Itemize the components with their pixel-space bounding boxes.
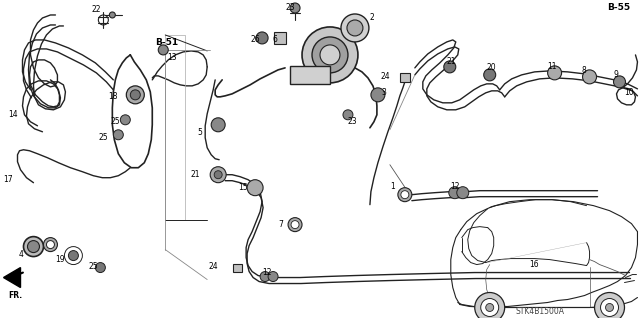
Text: 18: 18	[108, 92, 118, 101]
Circle shape	[481, 299, 499, 316]
Text: STK4B1500A: STK4B1500A	[516, 308, 564, 316]
Circle shape	[484, 69, 496, 81]
Circle shape	[444, 61, 456, 73]
Circle shape	[486, 303, 493, 311]
Text: 9: 9	[614, 70, 618, 79]
Circle shape	[347, 20, 363, 36]
Circle shape	[401, 191, 409, 199]
Text: 25: 25	[88, 262, 98, 271]
Circle shape	[457, 187, 468, 199]
Circle shape	[600, 299, 618, 316]
Bar	[400, 73, 410, 82]
Text: 20: 20	[487, 63, 497, 72]
Circle shape	[120, 115, 131, 125]
Text: 8: 8	[582, 66, 586, 75]
Text: 10: 10	[625, 88, 634, 97]
Polygon shape	[4, 268, 20, 287]
Text: 19: 19	[56, 255, 65, 263]
Circle shape	[290, 3, 300, 13]
Circle shape	[371, 88, 385, 102]
Circle shape	[44, 238, 58, 252]
Text: 24: 24	[380, 72, 390, 81]
Text: 3: 3	[382, 88, 387, 97]
Circle shape	[256, 32, 268, 44]
Circle shape	[614, 76, 625, 88]
Circle shape	[113, 130, 124, 140]
Circle shape	[158, 45, 168, 55]
Text: 1: 1	[390, 182, 395, 191]
Bar	[290, 66, 330, 84]
Text: 21: 21	[191, 170, 200, 179]
Circle shape	[109, 12, 115, 18]
Text: 21: 21	[447, 57, 456, 66]
Text: B-55: B-55	[607, 3, 630, 12]
Circle shape	[548, 66, 561, 80]
Circle shape	[398, 188, 412, 202]
Circle shape	[260, 271, 270, 282]
Text: 22: 22	[92, 5, 101, 14]
Circle shape	[302, 27, 358, 83]
Text: 23: 23	[348, 117, 358, 126]
Text: 26: 26	[250, 35, 260, 44]
Circle shape	[214, 171, 222, 179]
Text: 17: 17	[4, 175, 13, 184]
Circle shape	[68, 251, 79, 261]
Circle shape	[247, 180, 263, 196]
Text: 14: 14	[8, 110, 18, 119]
Text: 13: 13	[167, 53, 177, 62]
Circle shape	[605, 303, 614, 311]
Text: 7: 7	[278, 220, 283, 229]
Circle shape	[95, 263, 106, 272]
Circle shape	[47, 241, 54, 249]
Text: 25: 25	[99, 133, 108, 142]
Circle shape	[28, 241, 40, 253]
Circle shape	[582, 70, 596, 84]
Text: 12: 12	[262, 268, 271, 277]
Circle shape	[312, 37, 348, 73]
Circle shape	[288, 218, 302, 232]
Text: 12: 12	[450, 182, 460, 191]
Circle shape	[131, 90, 140, 100]
Text: 5: 5	[197, 128, 202, 137]
Circle shape	[449, 187, 461, 199]
Circle shape	[268, 271, 278, 282]
Text: 11: 11	[548, 62, 557, 71]
Text: 6: 6	[272, 35, 277, 44]
Text: 25: 25	[110, 117, 120, 126]
Bar	[274, 32, 286, 44]
Circle shape	[291, 221, 299, 229]
Circle shape	[126, 86, 144, 104]
Circle shape	[595, 293, 625, 319]
Text: 16: 16	[530, 260, 540, 269]
Circle shape	[210, 167, 226, 183]
Circle shape	[343, 110, 353, 120]
Text: 2: 2	[370, 13, 374, 22]
Circle shape	[475, 293, 505, 319]
Circle shape	[211, 118, 225, 132]
Circle shape	[341, 14, 369, 42]
Bar	[233, 263, 242, 271]
Text: B-51: B-51	[156, 38, 179, 47]
Circle shape	[320, 45, 340, 65]
Text: FR.: FR.	[8, 291, 22, 300]
Text: 15: 15	[238, 183, 248, 192]
Text: 23: 23	[285, 3, 294, 12]
Text: 4: 4	[19, 249, 24, 259]
Text: 24: 24	[209, 262, 218, 271]
Circle shape	[24, 237, 44, 256]
